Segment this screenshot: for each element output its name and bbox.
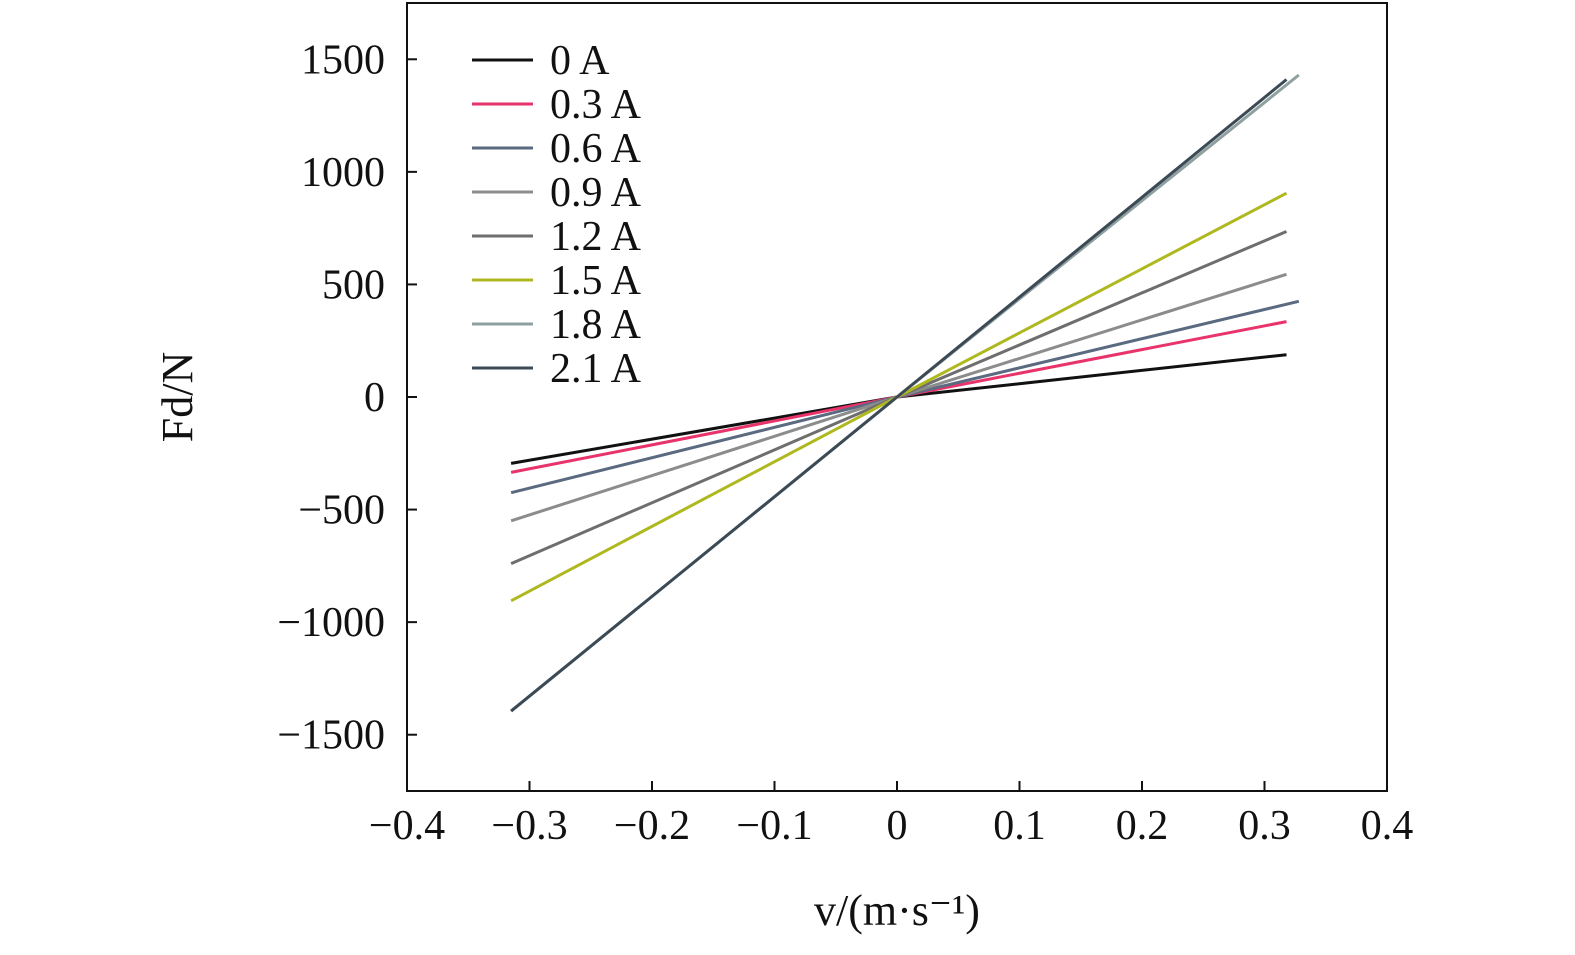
legend-label-0: 0 A [550,38,610,84]
x-axis-ticks: −0.4 −0.3 −0.2 −0.1 0 0.1 0.2 0.3 0.4 [369,781,1413,849]
x-tick-label: 0.1 [993,803,1046,849]
y-axis-ticks: −1500 −1000 −500 0 500 1000 1500 [277,37,417,759]
legend-label-5: 1.5 A [550,258,642,304]
legend: 0 A0.3 A0.6 A0.9 A1.2 A1.5 A1.8 A2.1 A [472,38,642,392]
y-tick-label: 1500 [301,37,385,83]
legend-label-7: 2.1 A [550,346,642,392]
series-lines [510,73,1300,713]
y-tick-label: −500 [298,488,385,534]
x-tick-label: 0 [887,803,908,849]
x-tick-label: 0.3 [1238,803,1291,849]
y-tick-label: −1000 [277,600,385,646]
legend-label-1: 0.3 A [550,82,642,128]
legend-label-2: 0.6 A [550,126,642,172]
y-axis-title-text: Fd/N [153,352,202,442]
x-tick-label: −0.4 [369,803,445,849]
y-tick-label: 0 [364,375,385,421]
x-axis-title: v/(m·s⁻¹) [814,886,980,935]
y-tick-label: 1000 [301,150,385,196]
series-line-7 [510,78,1288,713]
y-tick-label: −1500 [277,713,385,759]
y-axis-title: Fd/N [153,352,202,442]
legend-label-3: 0.9 A [550,170,642,216]
y-tick-label: 500 [322,262,385,308]
x-tick-label: −0.3 [491,803,567,849]
x-tick-label: 0.4 [1361,803,1414,849]
x-tick-label: −0.1 [736,803,812,849]
x-tick-label: 0.2 [1116,803,1169,849]
legend-label-6: 1.8 A [550,302,642,348]
legend-label-4: 1.2 A [550,214,642,260]
x-tick-label: −0.2 [614,803,690,849]
